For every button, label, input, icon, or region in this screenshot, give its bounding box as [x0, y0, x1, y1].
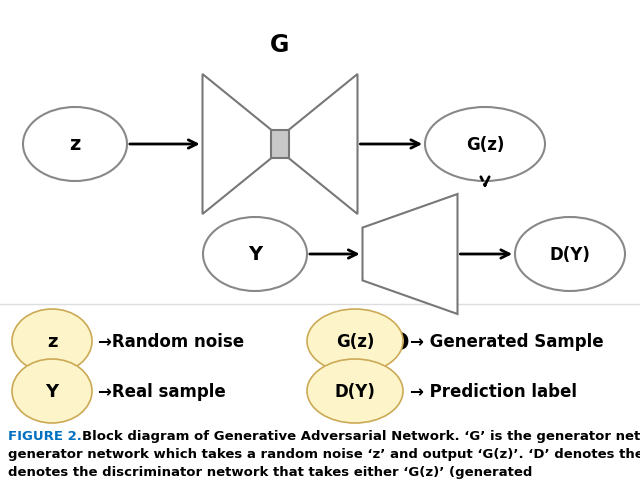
- Text: Y: Y: [45, 382, 59, 400]
- Text: → Prediction label: → Prediction label: [410, 382, 577, 400]
- Text: G(z): G(z): [466, 136, 504, 154]
- Ellipse shape: [12, 359, 92, 423]
- Text: z: z: [69, 135, 81, 154]
- Ellipse shape: [203, 217, 307, 291]
- Ellipse shape: [307, 359, 403, 423]
- Text: D(Y): D(Y): [335, 382, 376, 400]
- Text: Y: Y: [248, 245, 262, 264]
- Ellipse shape: [425, 108, 545, 181]
- Text: G: G: [270, 33, 290, 57]
- Text: → Generated Sample: → Generated Sample: [410, 332, 604, 350]
- Ellipse shape: [12, 309, 92, 373]
- Polygon shape: [271, 131, 289, 159]
- Text: D: D: [390, 330, 410, 354]
- Ellipse shape: [515, 217, 625, 291]
- Text: generator network which takes a random noise ‘z’ and output ‘G(z)’. ‘D’ denotes : generator network which takes a random n…: [8, 447, 640, 460]
- Text: D(Y): D(Y): [550, 245, 591, 264]
- Text: z: z: [47, 332, 57, 350]
- Polygon shape: [289, 75, 358, 215]
- Text: →Real sample: →Real sample: [98, 382, 226, 400]
- Ellipse shape: [23, 108, 127, 181]
- Text: G(z): G(z): [336, 332, 374, 350]
- Polygon shape: [362, 194, 458, 314]
- Text: →Random noise: →Random noise: [98, 332, 244, 350]
- Text: denotes the discriminator network that takes either ‘G(z)’ (generated: denotes the discriminator network that t…: [8, 465, 532, 478]
- Polygon shape: [202, 75, 271, 215]
- Ellipse shape: [307, 309, 403, 373]
- Text: FIGURE 2.: FIGURE 2.: [8, 429, 82, 442]
- Text: Block diagram of Generative Adversarial Network. ‘G’ is the generator network wh: Block diagram of Generative Adversarial …: [82, 429, 640, 442]
